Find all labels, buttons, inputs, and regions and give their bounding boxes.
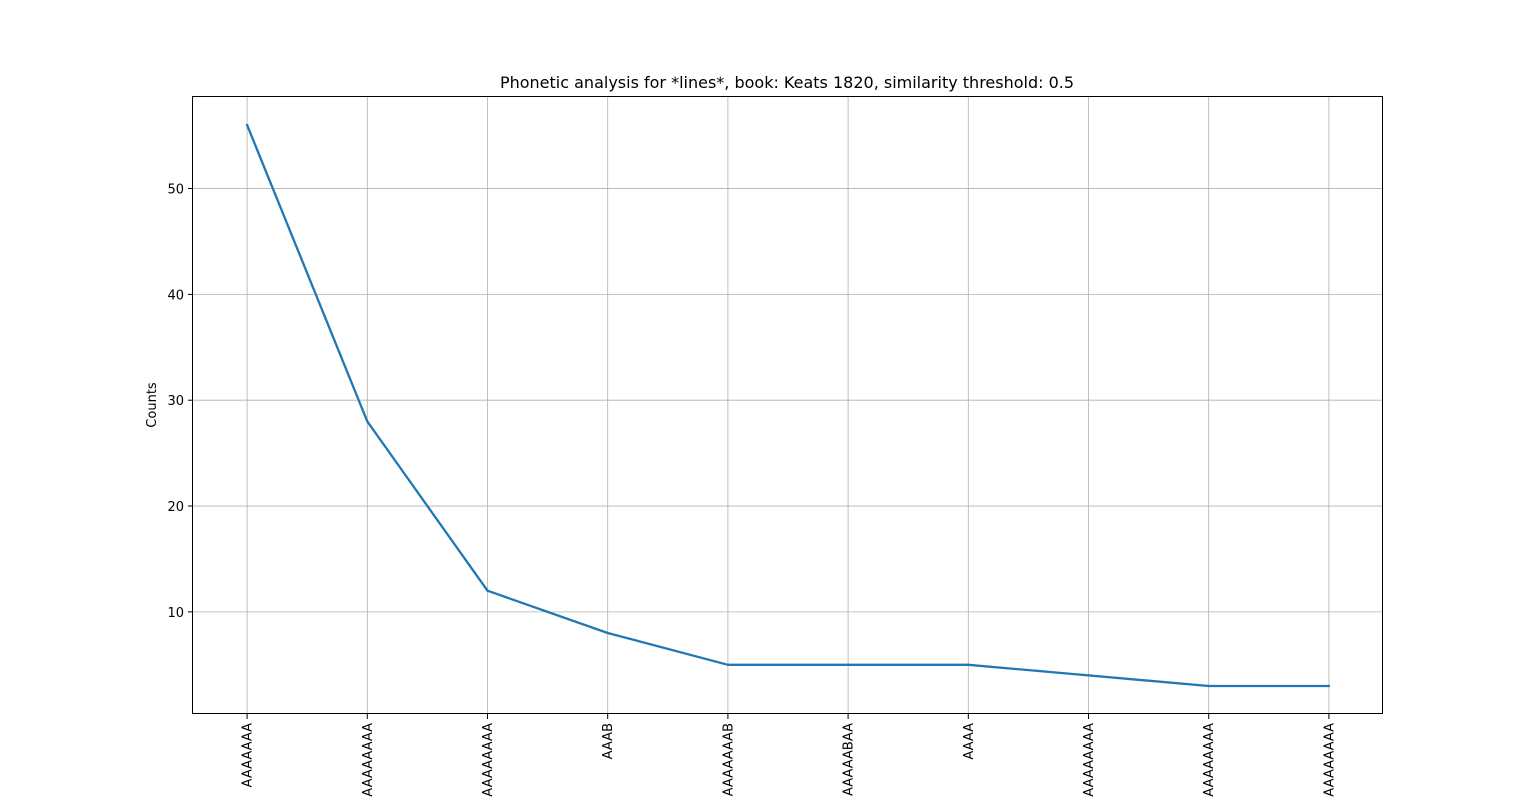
x-tick-label: AAAAAAAA xyxy=(481,723,496,797)
data-point xyxy=(1207,684,1210,688)
x-tick-label: AAAAAAAA xyxy=(1082,723,1097,797)
y-tick-label: 10 xyxy=(167,606,184,621)
x-tick-label: AAAAABAA xyxy=(842,723,857,796)
data-point xyxy=(846,663,850,666)
plot-area-frame xyxy=(192,96,1383,714)
data-point xyxy=(967,663,970,666)
chart-title: Phonetic analysis for *lines*, book: Kea… xyxy=(500,73,1074,92)
data-point xyxy=(726,663,730,666)
x-tick-label: AAAB xyxy=(601,723,616,759)
x-tick-label: AAAAAAAB xyxy=(721,723,736,796)
y-tick-label: 50 xyxy=(167,183,184,198)
data-point xyxy=(1087,674,1090,677)
y-tick-label: 30 xyxy=(167,394,184,409)
x-tick-label: AAAAAAAA xyxy=(361,723,376,797)
y-axis-label: Counts xyxy=(145,382,160,428)
y-tick-label: 40 xyxy=(167,288,184,303)
data-point xyxy=(245,123,249,127)
series-layer xyxy=(245,123,1331,688)
data-point xyxy=(606,631,609,635)
x-tick-label: AAAAAAA xyxy=(241,723,256,788)
x-tick-label: AAAAAAAA xyxy=(1322,723,1337,797)
grid xyxy=(193,97,1383,714)
y-axis: 10 20 30 40 50 xyxy=(167,183,193,621)
series-line xyxy=(246,124,1329,688)
x-tick-label: AAAAAAAA xyxy=(1202,723,1217,797)
y-tick-label: 20 xyxy=(167,500,184,515)
data-point xyxy=(1327,684,1331,688)
x-tick-label: AAAA xyxy=(962,723,977,760)
data-point xyxy=(486,589,489,592)
data-point xyxy=(366,420,369,423)
x-axis: AAAAAAA AAAAAAAA AAAAAAAA AAAB AAAAAAAB AAAAA… xyxy=(241,714,1337,797)
